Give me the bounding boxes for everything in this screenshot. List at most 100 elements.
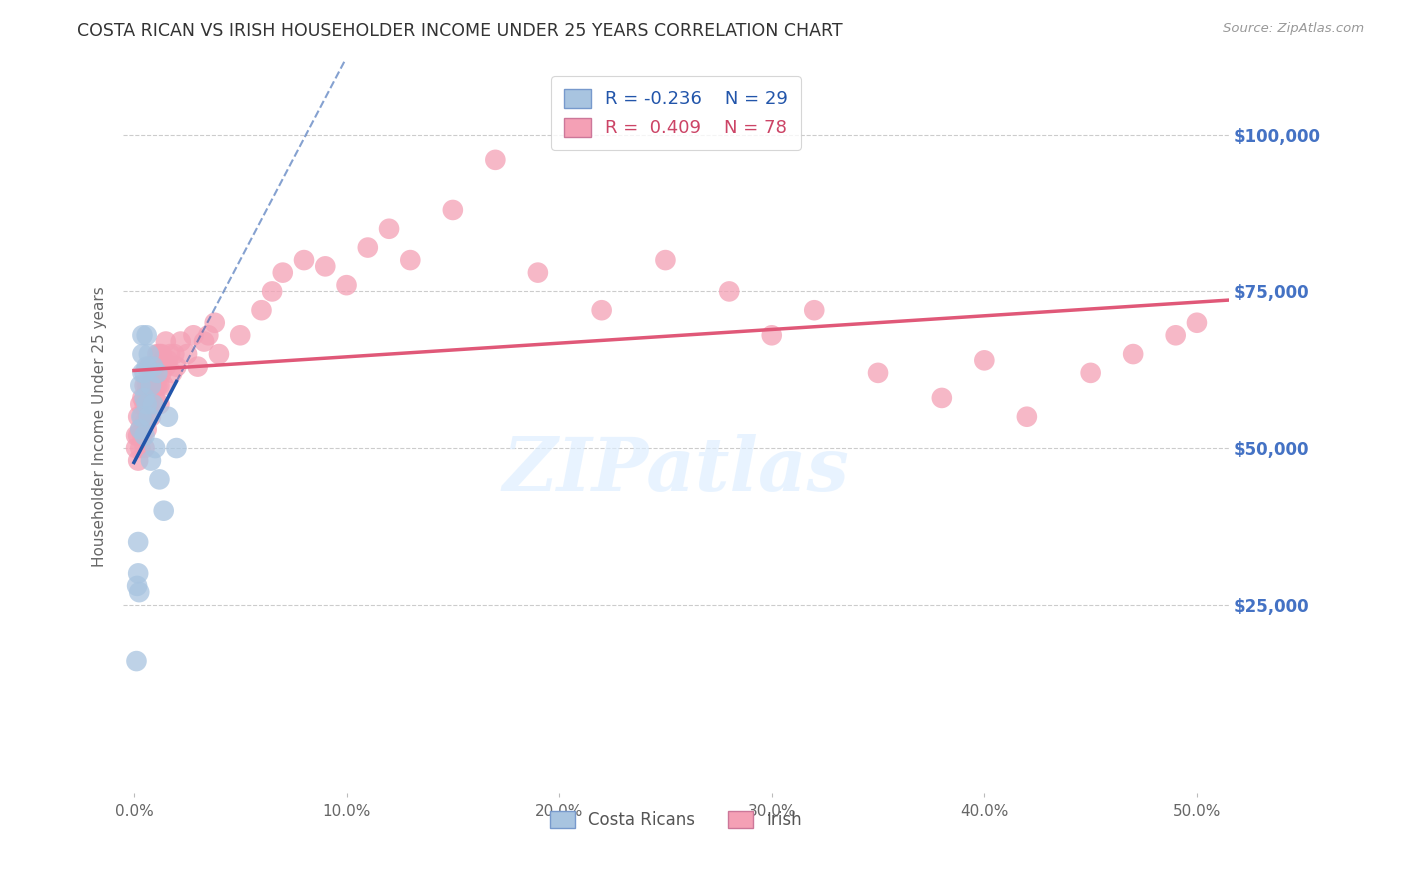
Point [135, 422, 157, 436]
Point [127, 579, 149, 593]
Point [314, 260, 336, 274]
Point [131, 391, 153, 405]
Point [142, 397, 165, 411]
Point [208, 347, 231, 361]
Point [148, 397, 170, 411]
Point [138, 359, 160, 374]
Point [187, 359, 209, 374]
Point [134, 397, 156, 411]
Point [129, 441, 152, 455]
Point [127, 453, 149, 467]
Point [134, 391, 156, 405]
Point [1185, 316, 1208, 330]
Point [170, 334, 193, 349]
Point [127, 409, 149, 424]
Point [127, 428, 149, 442]
Point [152, 378, 174, 392]
Point [135, 359, 157, 374]
Point [803, 303, 825, 318]
Point [160, 366, 183, 380]
Point [131, 328, 153, 343]
Point [156, 409, 179, 424]
Point [193, 334, 215, 349]
Point [125, 654, 148, 668]
Point [142, 366, 165, 380]
Point [134, 378, 156, 392]
Point [271, 266, 294, 280]
Point [134, 416, 156, 430]
Point [135, 378, 157, 392]
Point [143, 391, 166, 405]
Point [138, 409, 160, 424]
Point [131, 428, 153, 442]
Legend: Costa Ricans, Irish: Costa Ricans, Irish [543, 804, 808, 836]
Point [129, 422, 152, 436]
Point [155, 359, 177, 374]
Point [146, 347, 169, 361]
Point [441, 202, 464, 217]
Point [176, 347, 198, 361]
Point [150, 366, 173, 380]
Point [197, 328, 219, 343]
Point [292, 253, 315, 268]
Point [527, 266, 550, 280]
Point [131, 366, 153, 380]
Point [484, 153, 506, 167]
Point [125, 441, 148, 455]
Point [159, 347, 181, 361]
Point [166, 359, 188, 374]
Point [148, 347, 170, 361]
Point [143, 378, 166, 392]
Point [139, 378, 162, 392]
Point [150, 347, 173, 361]
Point [142, 359, 165, 374]
Point [128, 585, 150, 599]
Point [127, 535, 149, 549]
Point [138, 397, 160, 411]
Point [1080, 366, 1102, 380]
Point [135, 397, 157, 411]
Point [156, 353, 179, 368]
Point [654, 253, 676, 268]
Point [204, 316, 226, 330]
Point [229, 328, 252, 343]
Point [378, 221, 401, 235]
Point [129, 378, 152, 392]
Point [139, 409, 162, 424]
Point [335, 278, 357, 293]
Point [591, 303, 613, 318]
Point [1164, 328, 1187, 343]
Point [139, 453, 162, 467]
Point [166, 441, 188, 455]
Text: Source: ZipAtlas.com: Source: ZipAtlas.com [1223, 22, 1364, 36]
Point [143, 441, 166, 455]
Point [1122, 347, 1144, 361]
Point [152, 353, 174, 368]
Point [718, 285, 741, 299]
Point [131, 409, 153, 424]
Point [131, 409, 153, 424]
Point [138, 378, 160, 392]
Point [134, 428, 156, 442]
Point [155, 334, 177, 349]
Point [146, 366, 169, 380]
Point [250, 303, 273, 318]
Point [163, 347, 186, 361]
Point [125, 428, 148, 442]
Point [148, 472, 170, 486]
Point [183, 328, 205, 343]
Point [973, 353, 995, 368]
Point [135, 328, 157, 343]
Point [134, 441, 156, 455]
Point [152, 504, 174, 518]
Text: ZIPatlas: ZIPatlas [502, 434, 849, 507]
Point [142, 397, 165, 411]
Point [931, 391, 953, 405]
Point [866, 366, 889, 380]
Point [129, 422, 152, 436]
Point [761, 328, 783, 343]
Point [138, 347, 160, 361]
Y-axis label: Householder Income Under 25 years: Householder Income Under 25 years [93, 285, 107, 566]
Point [399, 253, 422, 268]
Point [139, 378, 162, 392]
